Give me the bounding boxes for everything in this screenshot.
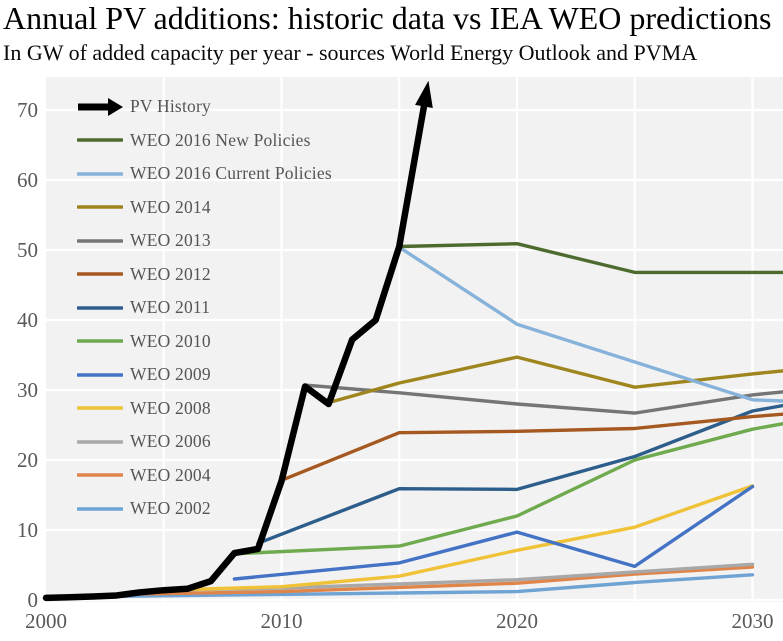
legend-label-weo-2016-current-policies: WEO 2016 Current Policies [130, 163, 332, 184]
legend-label-weo-2010: WEO 2010 [130, 330, 211, 351]
legend-label-weo-2008: WEO 2008 [130, 397, 211, 418]
gridlines [46, 77, 783, 602]
series-line-weo-2016-current-policies [397, 245, 783, 403]
legend-item-weo-2016-new-policies: WEO 2016 New Policies [77, 124, 332, 158]
y-tick-label-70: 70 [17, 98, 38, 122]
legend-item-weo-2002: WEO 2002 [77, 492, 332, 526]
legend-line-sample-weo-2011 [77, 306, 123, 310]
x-tick-label-2030: 2030 [732, 609, 774, 633]
series-lines [42, 80, 783, 602]
legend-line-sample-pv-history [78, 97, 123, 116]
legend-line-sample-weo-2006 [77, 440, 123, 444]
legend-item-weo-2016-current-policies: WEO 2016 Current Policies [77, 157, 332, 191]
y-tick-label-30: 30 [17, 378, 38, 402]
legend-line-sample-weo-2009 [77, 373, 123, 377]
x-tick-label-2020: 2020 [496, 609, 538, 633]
legend-line-sample-weo-2014 [77, 205, 123, 209]
legend-item-weo-2011: WEO 2011 [77, 291, 332, 325]
legend-label-weo-2004: WEO 2004 [130, 464, 211, 485]
legend-arrow-icon [108, 97, 123, 116]
legend-label-weo-2013: WEO 2013 [130, 230, 211, 251]
series-line-weo-2009 [232, 484, 755, 581]
series-line-weo-2004 [114, 565, 755, 597]
series-line-weo-2013 [303, 383, 783, 415]
series-line-weo-2008 [185, 484, 755, 592]
legend-label-weo-2009: WEO 2009 [130, 364, 211, 385]
series-line-weo-2011 [256, 403, 783, 545]
legend-item-weo-2013: WEO 2013 [77, 224, 332, 258]
legend-item-weo-2009: WEO 2009 [77, 358, 332, 392]
y-tick-label-10: 10 [17, 518, 38, 542]
legend-item-weo-2014: WEO 2014 [77, 191, 332, 225]
legend-label-weo-2016-new-policies: WEO 2016 New Policies [130, 129, 311, 150]
legend-item-weo-2012: WEO 2012 [77, 258, 332, 292]
y-tick-label-40: 40 [17, 308, 38, 332]
legend-label-weo-2014: WEO 2014 [130, 196, 211, 217]
legend-item-weo-2008: WEO 2008 [77, 392, 332, 426]
legend-line-sample-weo-2002 [77, 507, 123, 511]
series-line-weo-2010 [232, 422, 783, 556]
legend-label-weo-2002: WEO 2002 [130, 498, 211, 519]
legend-item-pv-history: PV History [77, 90, 332, 124]
y-tick-label-50: 50 [17, 238, 38, 262]
y-tick-label-60: 60 [17, 168, 38, 192]
series-line-weo-2014 [326, 355, 783, 405]
legend-line-sample-weo-2013 [77, 239, 123, 243]
y-tick-label-0: 0 [28, 588, 39, 612]
series-line-weo-2016-new-policies [397, 241, 783, 275]
y-tick-label-20: 20 [17, 448, 38, 472]
legend-label-weo-2006: WEO 2006 [130, 431, 211, 452]
legend-item-weo-2006: WEO 2006 [77, 425, 332, 459]
legend-line-sample-weo-2016-current-policies [77, 172, 123, 176]
legend-item-weo-2010: WEO 2010 [77, 325, 332, 359]
chart-legend: PV History WEO 2016 New Policies WEO 2016 … [77, 90, 332, 526]
legend-line-sample-weo-2004 [77, 473, 123, 477]
series-line-weo-2012 [279, 412, 783, 482]
x-tick-label-2010: 2010 [261, 609, 303, 633]
chart-subtitle: In GW of added capacity per year - sourc… [3, 40, 698, 65]
legend-label-pv-history: PV History [130, 96, 211, 117]
legend-line-sample-weo-2012 [77, 272, 123, 276]
legend-item-weo-2004: WEO 2004 [77, 459, 332, 493]
series-line-weo-2002 [67, 573, 755, 599]
legend-label-weo-2011: WEO 2011 [130, 297, 211, 318]
x-tick-label-2000: 2000 [25, 609, 67, 633]
chart-title: Annual PV additions: historic data vs IE… [3, 0, 772, 36]
legend-line-sample-weo-2010 [77, 339, 123, 343]
legend-line-sample-weo-2016-new-policies [77, 138, 123, 142]
legend-line-sample-weo-2008 [77, 406, 123, 410]
legend-label-weo-2012: WEO 2012 [130, 263, 211, 284]
series-line-pv-history [42, 80, 433, 602]
